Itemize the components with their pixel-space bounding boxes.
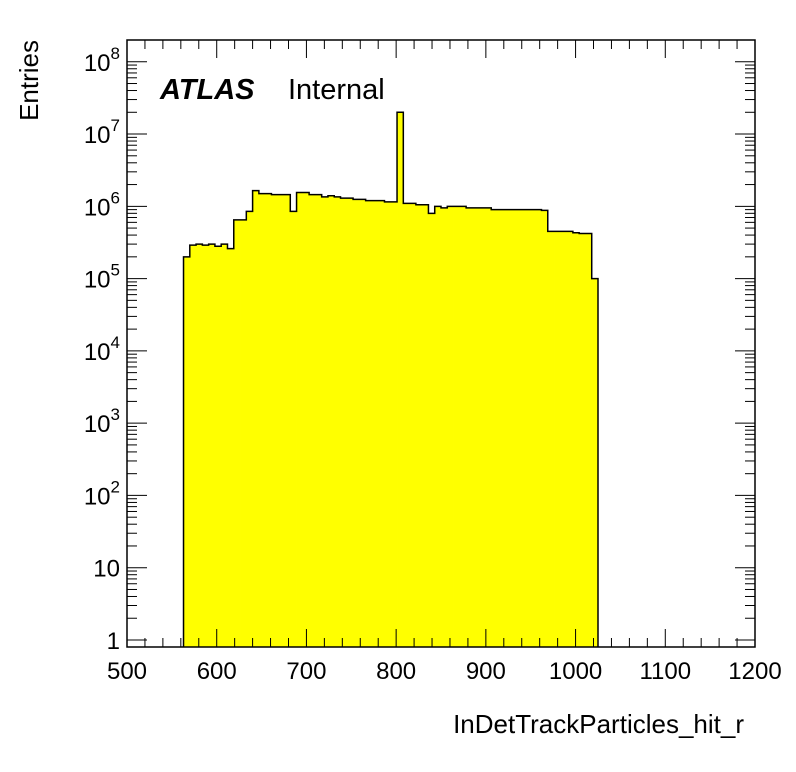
histogram-bar <box>397 112 404 647</box>
histogram-bar <box>227 248 235 648</box>
histogram-bar <box>453 206 461 647</box>
histogram-bar <box>233 219 241 647</box>
histogram-bar <box>353 199 360 647</box>
y-tick-label: 104 <box>84 333 120 366</box>
x-axis-ticks <box>126 40 756 647</box>
histogram-bar <box>390 201 398 648</box>
atlas-label: ATLAS <box>159 74 255 106</box>
histogram-bar <box>315 194 323 647</box>
histogram-bar <box>302 192 310 647</box>
histogram-bar <box>447 206 454 647</box>
y-tick-label: 106 <box>84 188 120 221</box>
histogram-bar <box>214 246 222 648</box>
x-tick-label: 700 <box>286 658 326 685</box>
histogram-bar <box>202 245 210 647</box>
x-axis-tick-labels: 500 600 700 800 900 1000 1100 1200 <box>107 658 782 685</box>
histogram-bar <box>484 207 492 647</box>
internal-label: Internal <box>288 74 385 106</box>
histogram-bar <box>290 211 297 647</box>
histogram-bar <box>246 211 253 647</box>
histogram-bar <box>459 206 467 647</box>
histogram-outline <box>182 111 599 647</box>
x-tick-label: 800 <box>376 658 416 685</box>
histogram-bar <box>491 209 498 647</box>
y-tick-label: 107 <box>84 116 120 149</box>
histogram-bar <box>409 203 417 647</box>
histogram-bar <box>579 233 586 647</box>
histogram-bar <box>252 190 260 647</box>
y-axis-title: Entries <box>14 40 44 121</box>
histogram-bar <box>258 193 266 647</box>
histogram-bar <box>284 194 291 647</box>
histogram-bar <box>434 206 442 647</box>
histogram-bar <box>378 200 385 647</box>
histogram-bar <box>510 209 517 647</box>
x-tick-label: 1100 <box>639 658 691 685</box>
x-tick-label: 900 <box>466 658 506 685</box>
histogram-bar <box>547 231 555 647</box>
histogram-bar <box>554 231 561 647</box>
histogram-bar <box>221 244 228 647</box>
x-tick-label: 1000 <box>549 658 602 685</box>
histogram-bar <box>359 199 367 647</box>
x-tick-label: 500 <box>107 658 147 685</box>
histogram-bar <box>334 196 341 647</box>
histogram-bar <box>415 204 423 647</box>
y-tick-label: 103 <box>84 405 120 438</box>
histogram-bar <box>271 194 279 647</box>
histogram-bar <box>309 194 316 647</box>
histogram-bar <box>428 213 436 648</box>
histogram-bar <box>208 244 216 647</box>
y-tick-label: 108 <box>84 44 120 77</box>
y-axis-ticks <box>127 39 755 641</box>
histogram-bar <box>403 203 410 647</box>
plot-frame <box>126 39 756 648</box>
histogram-bar <box>422 204 429 647</box>
histogram-bar <box>522 209 530 647</box>
histogram-bar <box>591 278 599 647</box>
histogram-bar <box>503 209 511 647</box>
histogram-bar <box>277 194 285 647</box>
x-tick-label: 1200 <box>728 658 781 685</box>
histogram-bar <box>566 231 574 647</box>
histogram-bar <box>327 195 335 647</box>
histogram-bar <box>321 196 329 647</box>
histogram-bar <box>516 209 524 647</box>
y-tick-label: 102 <box>84 477 120 510</box>
histogram-bar <box>196 244 203 647</box>
y-tick-label: 1 <box>107 628 120 655</box>
y-tick-label: 105 <box>84 261 120 294</box>
histogram-bar <box>371 200 379 647</box>
histogram-bar <box>472 207 480 647</box>
y-axis-tick-labels: 1 10 102 103 104 105 106 107 108 <box>84 44 120 655</box>
x-axis-title: InDetTrackParticles_hit_r <box>453 709 744 739</box>
histogram-bar <box>572 232 580 647</box>
histogram-bar <box>560 231 567 647</box>
histogram-bar <box>296 192 304 647</box>
histogram-bar <box>340 198 348 647</box>
y-tick-label: 10 <box>93 556 120 583</box>
histogram-bar <box>240 219 247 647</box>
histogram-bar <box>535 209 542 647</box>
histogram-bar <box>265 193 272 647</box>
histogram-bar <box>585 233 593 647</box>
histogram-bar <box>478 207 486 647</box>
histogram-bar <box>528 209 536 647</box>
histogram-bar <box>346 198 354 647</box>
histogram-bar <box>497 209 505 647</box>
histogram-bars <box>183 112 599 648</box>
histogram-bar <box>189 245 197 647</box>
histogram-bar <box>441 207 448 647</box>
histogram-bar <box>183 256 191 647</box>
histogram-bar <box>365 200 373 647</box>
histogram-bar <box>384 201 392 648</box>
x-tick-label: 600 <box>197 658 237 685</box>
histogram-bar <box>541 210 549 647</box>
histogram-bar <box>466 207 473 647</box>
